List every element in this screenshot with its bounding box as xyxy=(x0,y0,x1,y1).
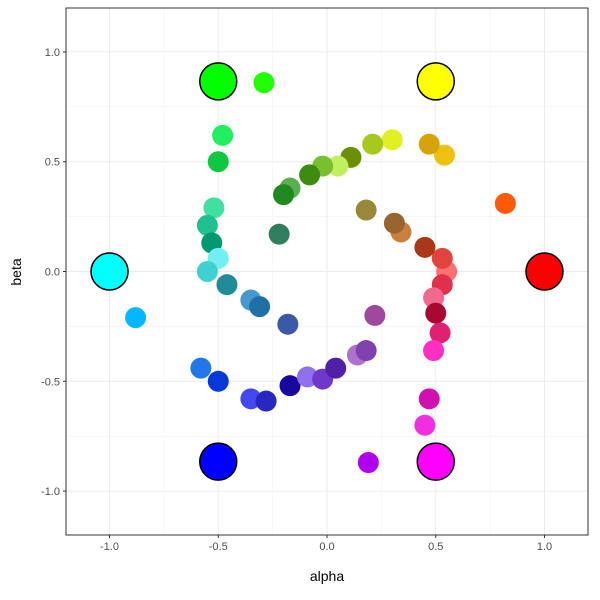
data-point xyxy=(325,357,347,379)
data-point xyxy=(196,261,218,282)
data-point xyxy=(268,223,290,245)
x-tick-label: 0.5 xyxy=(428,541,443,553)
data-point xyxy=(429,322,451,344)
y-tick-label: 0.0 xyxy=(45,267,60,279)
reference-point xyxy=(199,442,238,481)
data-point xyxy=(362,133,384,155)
data-point xyxy=(273,184,294,206)
data-point xyxy=(255,390,277,412)
data-point xyxy=(431,247,453,269)
y-tick-label: 0.5 xyxy=(45,157,60,169)
data-point xyxy=(216,274,238,296)
data-point xyxy=(418,388,440,410)
data-point xyxy=(414,236,436,258)
data-point xyxy=(249,296,271,318)
data-point xyxy=(418,133,440,155)
data-point xyxy=(279,375,301,397)
data-point xyxy=(423,340,445,362)
data-point xyxy=(414,414,436,436)
x-tick-label: 1.0 xyxy=(537,541,552,553)
reference-point xyxy=(90,252,129,291)
data-point xyxy=(207,370,229,392)
data-point xyxy=(364,304,386,326)
x-tick-label: -0.5 xyxy=(209,541,228,553)
data-point xyxy=(299,164,321,186)
y-axis-title: beta xyxy=(8,258,24,285)
data-point xyxy=(125,307,147,329)
data-point xyxy=(203,197,225,219)
data-point xyxy=(253,72,275,94)
data-point xyxy=(355,199,377,221)
plot-border xyxy=(65,7,589,536)
y-tick-label: -0.5 xyxy=(41,376,60,388)
data-points xyxy=(90,62,564,481)
data-point xyxy=(190,357,212,379)
y-tick-label: -1.0 xyxy=(41,486,60,498)
reference-point xyxy=(416,442,455,481)
data-point xyxy=(383,212,405,234)
axis-ticks: -1.0 -0.5 0.0 0.5 1.0 -1.0 -0.5 0.0 0.5 1.0 xyxy=(41,47,552,553)
data-point xyxy=(381,129,403,151)
reference-point xyxy=(416,62,455,101)
data-point xyxy=(357,452,379,474)
data-point xyxy=(207,151,229,173)
reference-point xyxy=(525,252,564,291)
data-point xyxy=(355,340,377,362)
data-point xyxy=(327,155,349,177)
x-tick-label: 0.0 xyxy=(319,541,334,553)
data-point xyxy=(196,214,218,236)
x-tick-label: -1.0 xyxy=(100,541,119,553)
data-point xyxy=(425,302,447,324)
data-point xyxy=(212,124,234,146)
y-tick-label: 1.0 xyxy=(45,47,60,59)
data-point xyxy=(433,144,455,166)
data-point xyxy=(423,287,445,309)
data-point xyxy=(494,192,516,214)
reference-point xyxy=(199,62,238,101)
x-axis-title: alpha xyxy=(310,568,344,584)
data-point xyxy=(277,313,299,335)
